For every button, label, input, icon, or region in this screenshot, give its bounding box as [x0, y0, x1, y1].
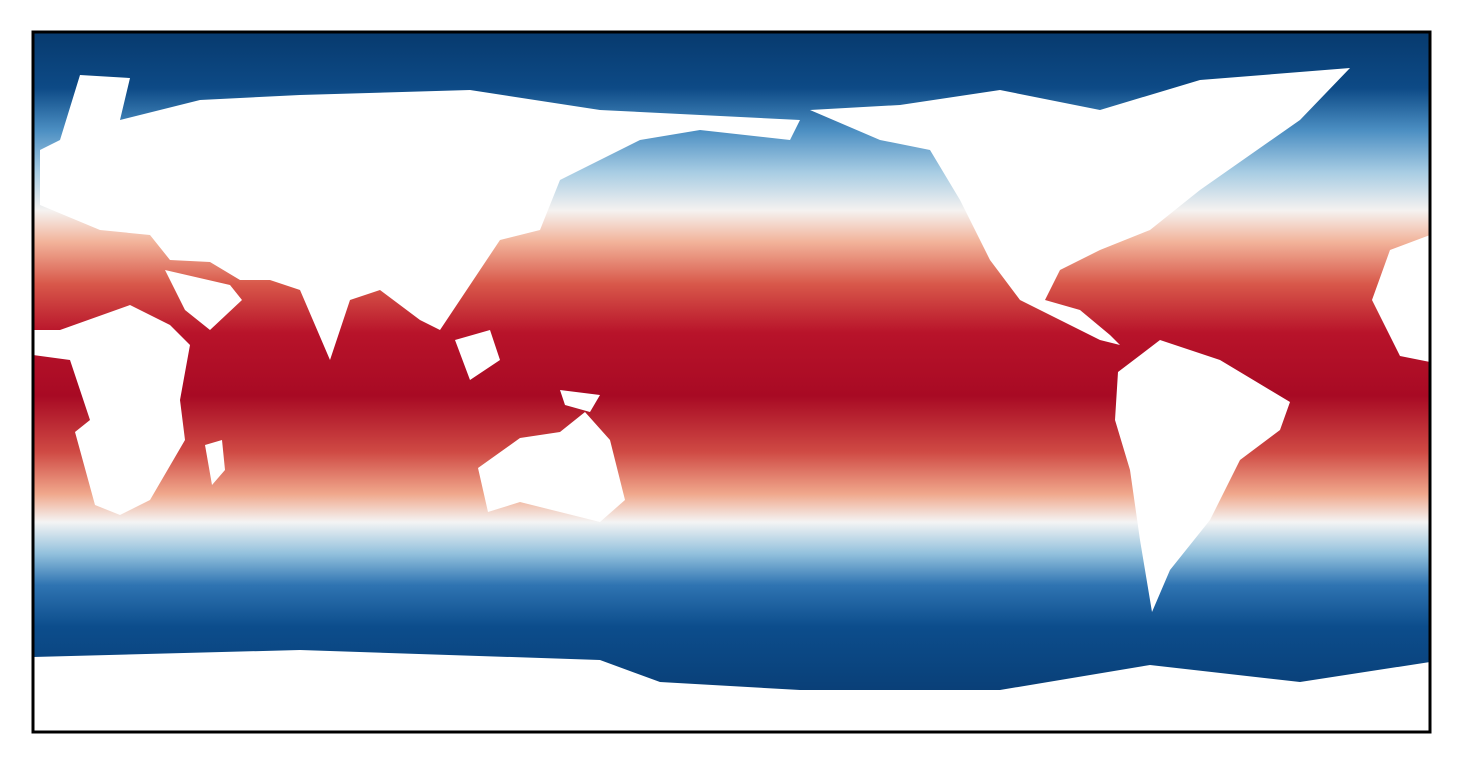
arabia [165, 270, 242, 330]
antarctica [33, 650, 1430, 732]
madagascar [205, 440, 225, 485]
africa-east [1372, 235, 1430, 362]
south-america [1115, 340, 1290, 612]
north-america [810, 68, 1350, 345]
ocean-field [33, 32, 1430, 732]
borneo [455, 330, 500, 380]
land [33, 68, 1430, 732]
new-guinea [560, 390, 600, 412]
australia [478, 412, 625, 522]
eurasia [40, 75, 800, 360]
map-frame [31, 30, 1432, 734]
africa-west [33, 305, 190, 515]
